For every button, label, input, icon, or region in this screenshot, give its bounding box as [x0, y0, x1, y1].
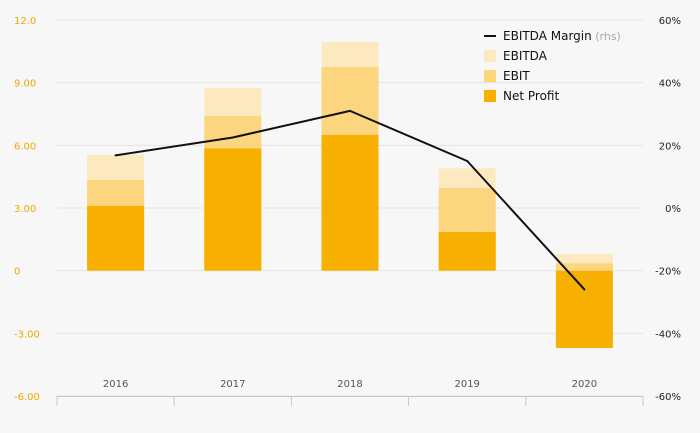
left-tick-label: -6.00: [14, 392, 40, 403]
bars-layer: [87, 41, 613, 348]
bar-ebit-2020: [555, 263, 613, 271]
bar-net-profit-2016: [87, 205, 145, 271]
right-tick-label: -60%: [655, 392, 681, 403]
left-tick-label: 9.00: [14, 79, 36, 90]
right-tick-label: 60%: [659, 16, 681, 27]
right-tick-label: 20%: [659, 141, 681, 152]
x-tick-label: 2018: [337, 379, 362, 390]
legend-swatch-ebit: [484, 70, 496, 82]
bar-net-profit-2018: [321, 134, 379, 271]
legend-label-ebitda-margin: EBITDA Margin (rhs): [503, 29, 621, 43]
point-ebitda-margin-2017: [231, 136, 234, 139]
bar-net-profit-2019: [438, 232, 496, 271]
margin-line-layer: [114, 109, 586, 291]
right-tick-label: 40%: [659, 79, 681, 90]
x-tick-label: 2016: [103, 379, 128, 390]
legend-swatch-ebitda: [484, 50, 496, 62]
bar-net-profit-2020: [555, 270, 613, 348]
left-tick-label: 0: [14, 267, 20, 278]
x-tick-label: 2019: [454, 379, 479, 390]
legend-note: (rhs): [592, 30, 621, 43]
right-tick-label: -20%: [655, 267, 681, 278]
point-ebitda-margin-2016: [114, 154, 117, 157]
x-tick-label: 2017: [220, 379, 245, 390]
point-ebitda-margin-2018: [349, 109, 351, 112]
legend-label-ebitda: EBITDA: [503, 49, 548, 63]
right-tick-label: -40%: [655, 329, 681, 340]
legend-label-net-profit: Net Profit: [503, 89, 559, 103]
left-tick-label: 3.00: [14, 204, 36, 215]
legend-swatch-net-profit: [484, 90, 496, 102]
legend-label-ebit: EBIT: [503, 69, 530, 83]
bar-net-profit-2017: [204, 148, 262, 271]
axes-layer: 12.0 9.00 6.00 3.00 0 -3.00 -6.00 60% 40% 20% 0% -2…: [14, 16, 681, 406]
left-tick-label: 12.0: [14, 16, 36, 27]
right-tick-label: 0%: [665, 204, 681, 215]
point-ebitda-margin-2020: [583, 288, 586, 291]
point-ebitda-margin-2019: [466, 160, 469, 162]
x-tick-label: 2020: [572, 379, 597, 390]
left-tick-label: 6.00: [14, 141, 36, 152]
legend: EBITDA Margin (rhs) EBITDA EBIT Net Profit: [484, 29, 621, 103]
left-tick-label: -3.00: [14, 329, 40, 340]
